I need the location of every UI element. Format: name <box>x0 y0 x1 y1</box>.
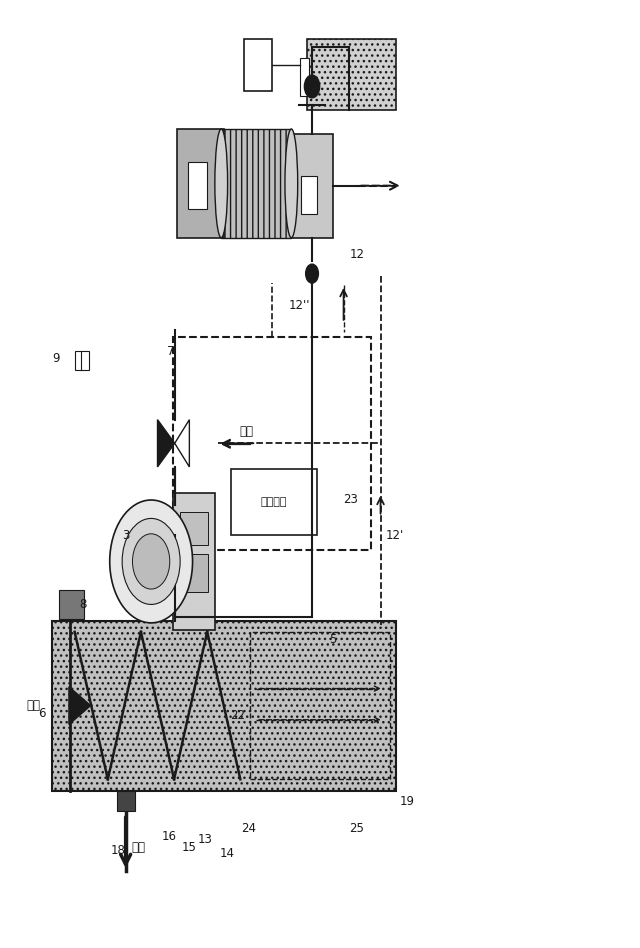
Text: 12'': 12'' <box>289 300 310 312</box>
Circle shape <box>122 519 180 605</box>
Text: 6: 6 <box>38 706 45 720</box>
Text: 19: 19 <box>400 795 415 809</box>
Text: 3: 3 <box>122 529 129 542</box>
Text: 閉止: 閉止 <box>27 699 41 712</box>
Bar <box>180 512 209 545</box>
Text: 7: 7 <box>166 345 174 357</box>
Text: 16: 16 <box>161 830 177 843</box>
Ellipse shape <box>215 129 228 238</box>
Text: 閉止: 閉止 <box>240 425 253 438</box>
Text: 12': 12' <box>386 529 404 542</box>
Text: 12: 12 <box>349 248 364 262</box>
Polygon shape <box>157 420 175 467</box>
Text: 9: 9 <box>52 353 60 365</box>
Ellipse shape <box>285 129 298 238</box>
Polygon shape <box>69 686 91 724</box>
Bar <box>188 162 207 210</box>
Circle shape <box>306 264 319 283</box>
Circle shape <box>305 75 320 98</box>
Bar <box>291 134 333 238</box>
Bar <box>231 469 317 536</box>
Text: 制御装置: 制御装置 <box>260 498 287 507</box>
Circle shape <box>132 534 170 589</box>
Text: 24: 24 <box>241 822 256 835</box>
Text: 8: 8 <box>79 598 86 611</box>
Text: 開放: 開放 <box>131 841 145 854</box>
Bar <box>180 555 209 592</box>
Text: 22: 22 <box>230 708 244 721</box>
Bar <box>52 621 396 791</box>
Bar <box>301 176 317 214</box>
Bar <box>307 39 396 110</box>
Bar <box>300 58 309 96</box>
Bar <box>250 632 390 779</box>
Bar <box>59 591 84 619</box>
Bar <box>244 39 272 91</box>
Text: 23: 23 <box>343 493 358 506</box>
Text: 5: 5 <box>329 633 337 646</box>
Circle shape <box>109 500 193 623</box>
Text: 14: 14 <box>220 848 235 861</box>
Bar <box>75 351 89 370</box>
Text: 15: 15 <box>182 841 197 854</box>
Text: 18: 18 <box>111 844 125 857</box>
Bar <box>173 337 371 550</box>
Bar <box>221 129 291 238</box>
Bar <box>116 791 134 811</box>
Bar <box>173 493 215 630</box>
Text: 13: 13 <box>198 833 212 847</box>
Bar <box>177 129 225 238</box>
Polygon shape <box>175 420 189 467</box>
Text: 25: 25 <box>349 822 364 835</box>
